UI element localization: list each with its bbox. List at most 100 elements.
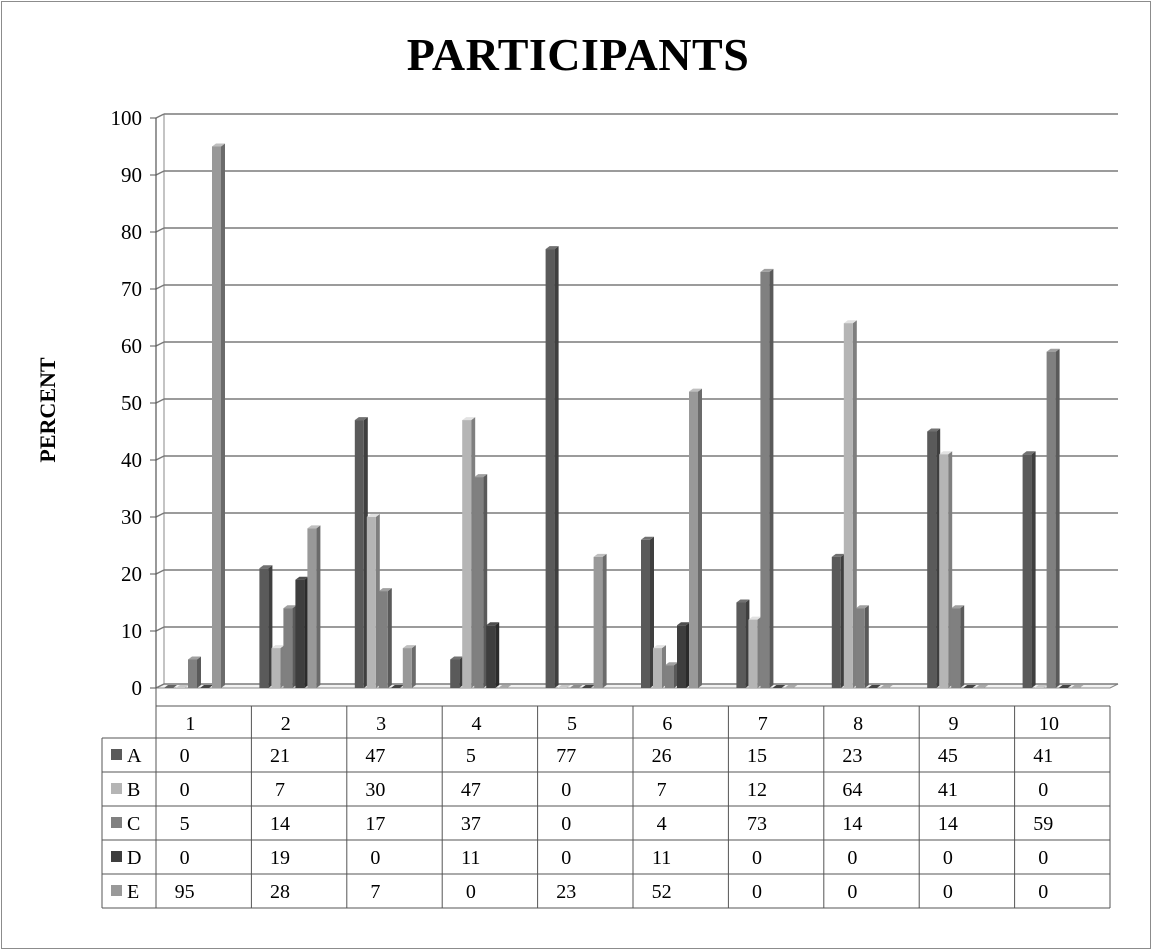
table-cell-value: 7 bbox=[657, 779, 667, 801]
x-category-label: 3 bbox=[376, 713, 386, 735]
bar-zero bbox=[784, 685, 798, 688]
bar-side bbox=[698, 388, 702, 688]
table-cell-value: 11 bbox=[461, 847, 480, 869]
bar-zero bbox=[164, 685, 177, 688]
bar-top bbox=[378, 588, 392, 592]
table-cell-value: 45 bbox=[938, 745, 958, 767]
gridline-depth bbox=[155, 284, 165, 290]
table-cell-value: 17 bbox=[365, 813, 385, 835]
table-cell-value: 19 bbox=[270, 847, 290, 869]
x-category-label: 1 bbox=[185, 713, 195, 735]
bar-side bbox=[1055, 348, 1060, 688]
bar-zero bbox=[390, 685, 404, 688]
table-cell-value: 77 bbox=[556, 745, 576, 767]
bar-side bbox=[1031, 451, 1036, 688]
bar bbox=[354, 420, 364, 688]
table-cell-value: 12 bbox=[747, 779, 767, 801]
bar-top bbox=[641, 536, 654, 540]
legend-swatch bbox=[111, 783, 122, 794]
bar-top bbox=[283, 605, 297, 609]
bar-top bbox=[545, 246, 559, 250]
gridline-depth bbox=[155, 398, 165, 404]
table-cell-value: 28 bbox=[270, 881, 290, 903]
bar bbox=[951, 608, 961, 688]
table-cell-value: 73 bbox=[747, 813, 767, 835]
bar-top bbox=[665, 662, 678, 666]
bar-top bbox=[593, 553, 607, 557]
legend-series-name: B bbox=[127, 779, 140, 801]
table-cell-value: 7 bbox=[370, 881, 380, 903]
table-cell-value: 7 bbox=[275, 779, 285, 801]
bar-side bbox=[411, 645, 416, 688]
bar-top bbox=[188, 656, 201, 660]
bar-top bbox=[402, 645, 416, 649]
table-cell-value: 26 bbox=[652, 745, 672, 767]
bar bbox=[653, 648, 662, 688]
bar bbox=[689, 391, 698, 688]
y-tick-label: 60 bbox=[121, 334, 142, 358]
bar-side bbox=[864, 605, 869, 688]
bar-top bbox=[843, 320, 857, 324]
bar-top bbox=[271, 645, 285, 649]
bar-zero bbox=[963, 685, 977, 688]
y-tick-label: 40 bbox=[121, 448, 142, 472]
x-category-label: 10 bbox=[1039, 713, 1059, 735]
table-cell-value: 47 bbox=[461, 779, 481, 801]
bar-top bbox=[1046, 348, 1060, 352]
legend-series-name: A bbox=[127, 745, 142, 767]
bar-zero bbox=[557, 685, 571, 688]
bar-side bbox=[602, 553, 607, 688]
table-cell-value: 30 bbox=[365, 779, 385, 801]
table-cell-value: 47 bbox=[365, 745, 385, 767]
table-cell-value: 5 bbox=[466, 745, 476, 767]
bar-side bbox=[554, 246, 559, 688]
y-tick-label: 90 bbox=[121, 163, 142, 187]
x-category-label: 9 bbox=[949, 713, 959, 735]
table-cell-value: 0 bbox=[180, 745, 190, 767]
bar-top bbox=[474, 474, 488, 478]
bar-top bbox=[748, 616, 762, 620]
bar-side bbox=[769, 268, 774, 688]
bar bbox=[188, 659, 197, 688]
table-cell-value: 59 bbox=[1033, 813, 1053, 835]
legend-series-name: E bbox=[127, 881, 139, 903]
gridline-depth bbox=[155, 113, 165, 119]
table-cell-value: 0 bbox=[1038, 847, 1048, 869]
bar-zero bbox=[1070, 685, 1084, 688]
table-cell-value: 5 bbox=[180, 813, 190, 835]
bar-side bbox=[316, 525, 321, 688]
y-tick-label: 30 bbox=[121, 505, 142, 529]
bar-zero bbox=[772, 685, 786, 688]
bar bbox=[366, 517, 376, 688]
table-cell-value: 0 bbox=[370, 847, 380, 869]
bar-top bbox=[1022, 451, 1036, 455]
bar bbox=[1022, 454, 1032, 688]
table-cell-value: 41 bbox=[938, 779, 958, 801]
bar bbox=[593, 556, 603, 688]
legend-series-name: C bbox=[127, 813, 140, 835]
table-cell-value: 0 bbox=[943, 847, 953, 869]
bar bbox=[665, 665, 674, 688]
x-category-label: 8 bbox=[853, 713, 863, 735]
bar-zero bbox=[176, 685, 189, 688]
bar bbox=[307, 528, 317, 688]
gridline-depth bbox=[155, 455, 165, 461]
table-cell-value: 0 bbox=[847, 881, 857, 903]
bar-top bbox=[653, 645, 666, 649]
bar-top bbox=[855, 605, 869, 609]
bar-side bbox=[221, 143, 225, 688]
gridline-depth bbox=[155, 683, 165, 689]
bar bbox=[939, 454, 949, 688]
table-cell-value: 14 bbox=[270, 813, 290, 835]
y-tick-label: 0 bbox=[132, 676, 143, 700]
bar-top bbox=[927, 428, 941, 432]
table-cell-value: 0 bbox=[466, 881, 476, 903]
table-cell-value: 23 bbox=[842, 745, 862, 767]
bar-top bbox=[939, 451, 953, 455]
bar-zero bbox=[200, 685, 213, 688]
bar-top bbox=[295, 576, 309, 580]
bar bbox=[545, 249, 555, 688]
bar-top bbox=[736, 599, 750, 603]
